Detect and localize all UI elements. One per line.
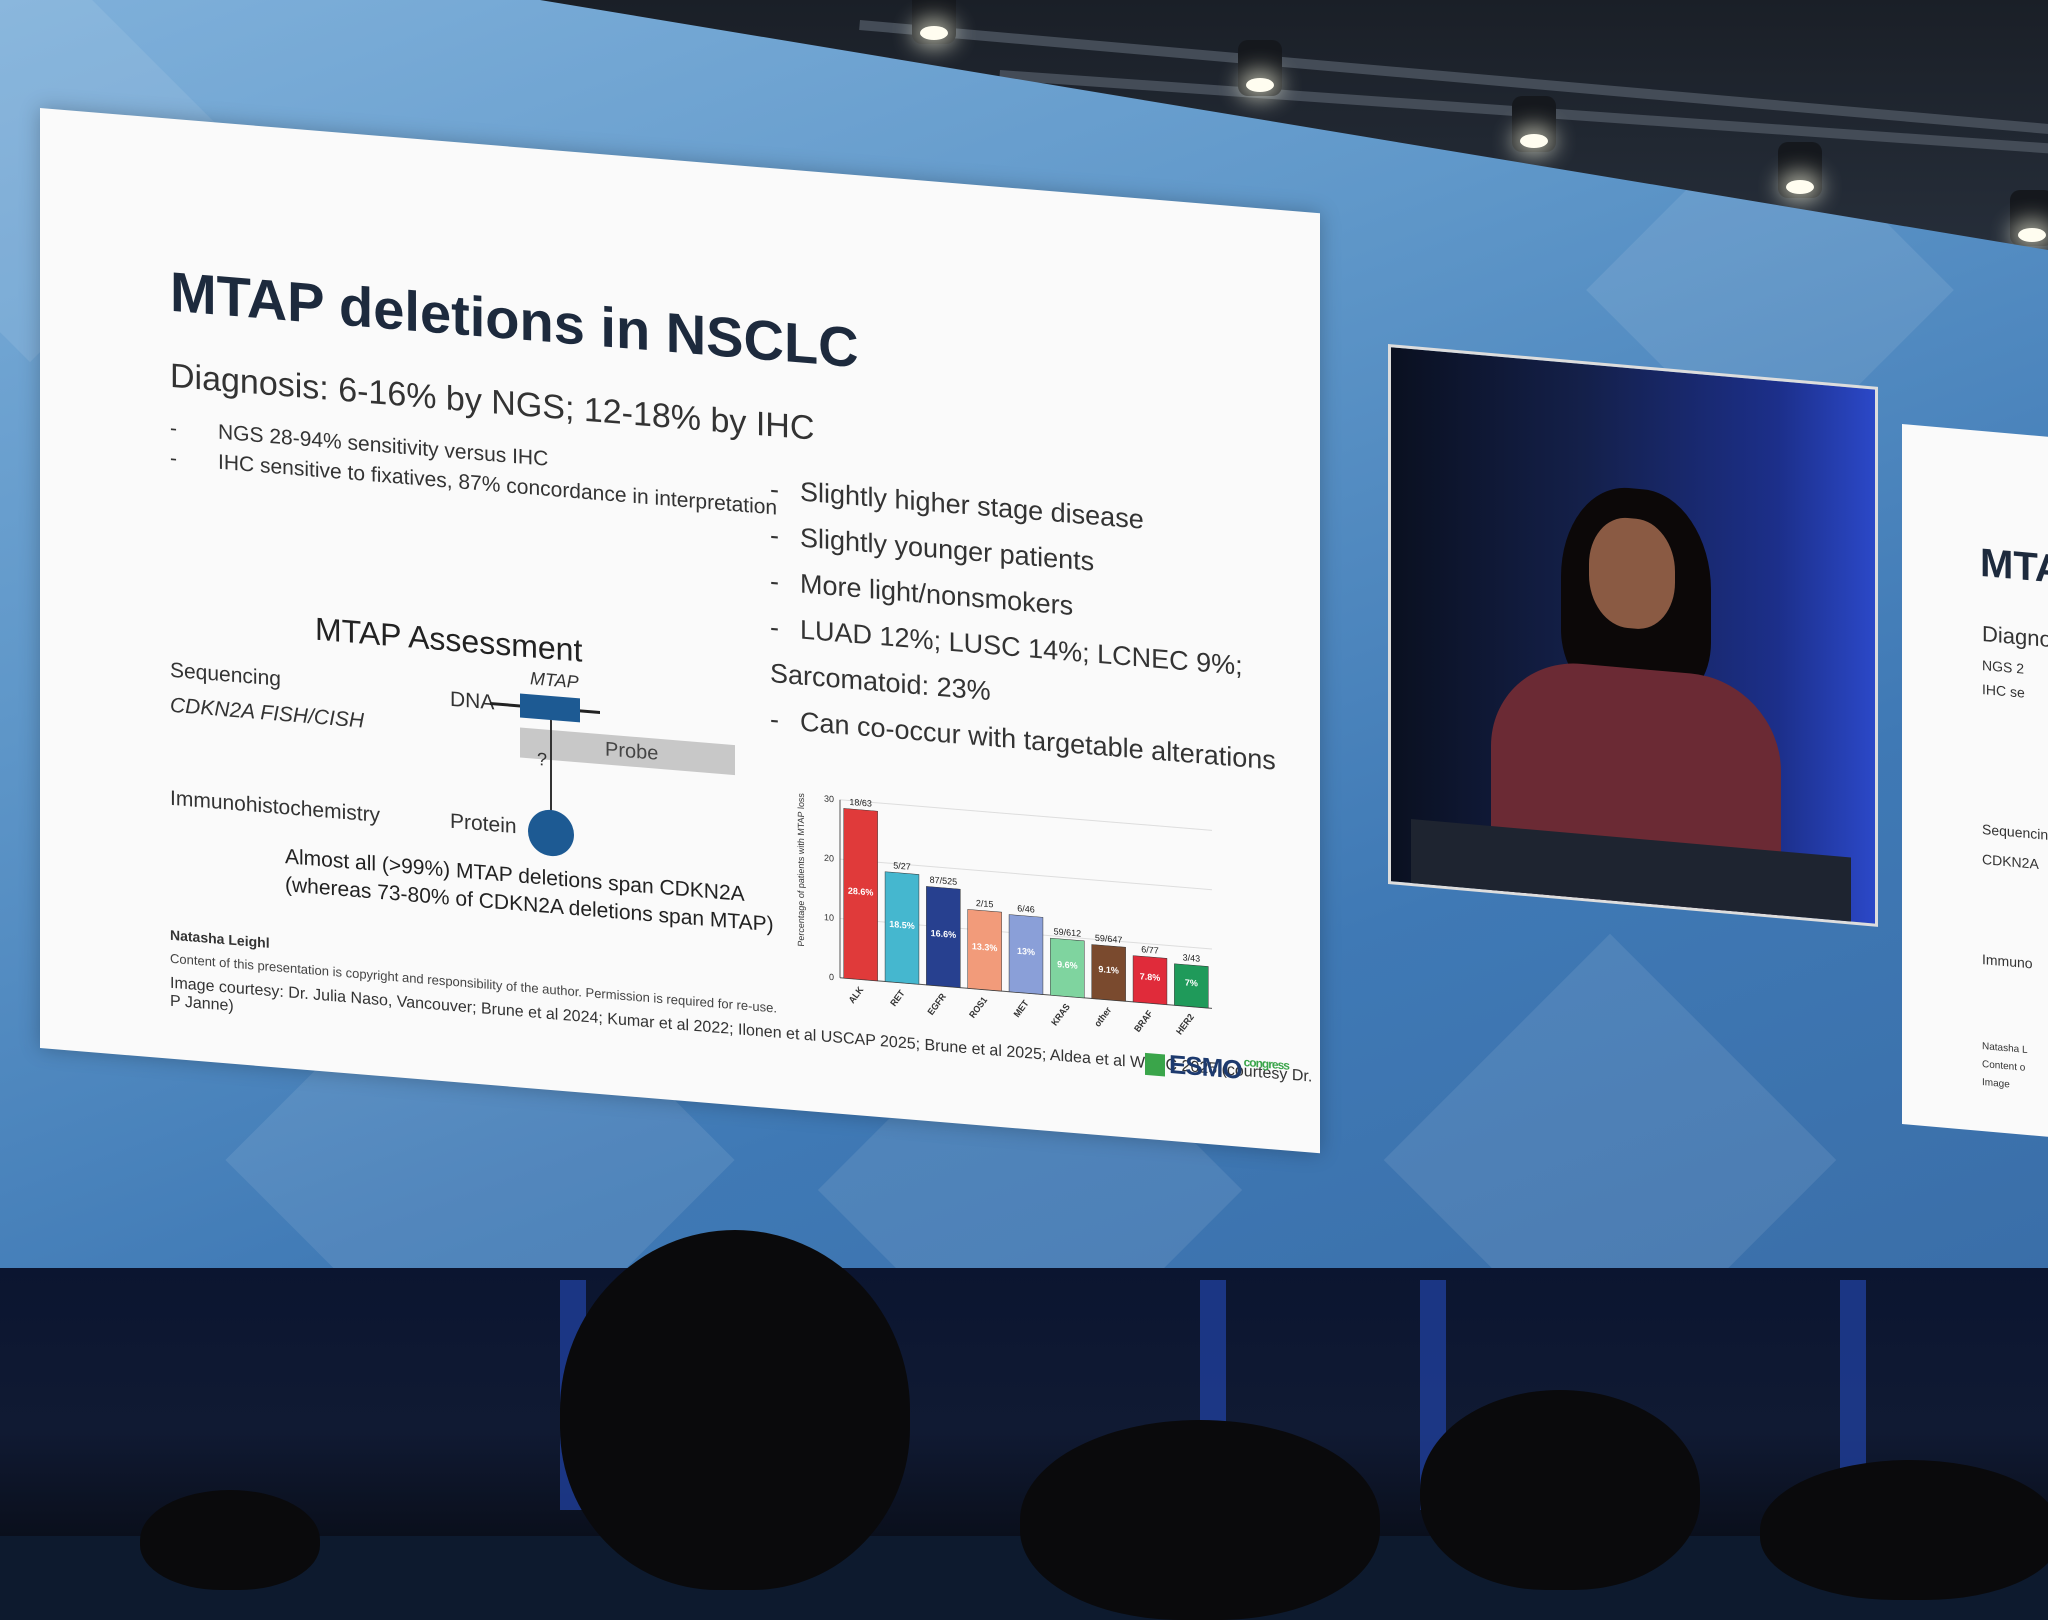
bar-her2 xyxy=(1174,963,1209,1009)
spotlight xyxy=(912,0,956,44)
assessment-heading: MTAP Assessment xyxy=(315,610,583,669)
spotlight xyxy=(1238,40,1282,96)
stage-floor xyxy=(0,1268,2048,1536)
expression-arrow xyxy=(550,719,552,813)
audience-head xyxy=(1420,1390,1700,1590)
bar-count-label: 2/15 xyxy=(976,898,994,909)
bar-value-label: 13.3% xyxy=(972,941,997,953)
secondary-slide: MTAP Diagnos NGS 2 IHC se Sequencin CDKN… xyxy=(1902,424,2048,1138)
bar-ret xyxy=(884,871,920,985)
secondary-slide-text: CDKN2A xyxy=(1982,850,2039,872)
x-tick-label: ROS1 xyxy=(967,995,989,1020)
x-tick-label: EGFR xyxy=(925,991,948,1017)
bar-egfr xyxy=(926,886,961,988)
bar-ros1 xyxy=(967,909,1002,992)
y-tick-label: 20 xyxy=(824,853,834,864)
bar-value-label: 16.6% xyxy=(931,928,956,940)
bar-value-label: 18.5% xyxy=(889,919,914,931)
bar-value-label: 9.1% xyxy=(1098,964,1118,976)
ihc-label: Immunohistochemistry xyxy=(170,786,381,827)
y-axis-label: Percentage of patients with MTAP loss xyxy=(796,792,806,947)
x-tick-label: HER2 xyxy=(1174,1012,1196,1037)
bar-count-label: 59/647 xyxy=(1095,933,1122,945)
author-name: Natasha Leighl xyxy=(170,926,270,951)
bar-count-label: 87/525 xyxy=(930,875,957,887)
x-tick-label: BRAF xyxy=(1132,1008,1155,1034)
bar-other xyxy=(1091,944,1126,1002)
probe-label: Probe xyxy=(605,738,659,765)
secondary-slide-text: Natasha L xyxy=(1982,1040,2028,1056)
secondary-slide-text: Image xyxy=(1982,1076,2010,1091)
y-tick-label: 30 xyxy=(824,793,834,804)
gridline xyxy=(840,858,1212,891)
span-note: Almost all (>99%) MTAP deletions span CD… xyxy=(285,845,774,937)
findings-list: - Slightly higher stage disease - Slightly… xyxy=(770,466,1320,787)
secondary-slide-text: Immuno xyxy=(1982,950,2033,972)
bar-value-label: 9.6% xyxy=(1057,959,1077,971)
mtap-gene-label: MTAP xyxy=(530,668,579,693)
secondary-slide-text: Sequencin xyxy=(1982,820,2048,843)
secondary-slide-text: IHC se xyxy=(1982,680,2025,701)
spotlight xyxy=(2010,190,2048,246)
x-tick-label: RET xyxy=(888,988,907,1009)
speaker-video-feed xyxy=(1388,344,1878,927)
audience-head xyxy=(1760,1460,2048,1600)
bar-alk xyxy=(843,808,878,982)
audience-head xyxy=(560,1230,910,1590)
x-tick-label: other xyxy=(1092,1005,1113,1029)
spotlight xyxy=(1512,96,1556,152)
secondary-slide-text: NGS 2 xyxy=(1982,656,2025,677)
dna-label: DNA xyxy=(450,687,495,715)
mtap-loss-bar-chart: Percentage of patients with MTAP loss 0 1… xyxy=(796,792,1212,1037)
bar-value-label: 7% xyxy=(1185,977,1198,988)
audience-head xyxy=(1020,1420,1380,1620)
slide-title: MTAP deletions in NSCLC xyxy=(170,259,859,380)
gridline xyxy=(840,799,1212,831)
x-tick-label: ALK xyxy=(847,984,866,1005)
secondary-slide-text: Diagnos xyxy=(1982,620,2048,654)
presentation-slide: MTAP deletions in NSCLC Diagnosis: 6-16%… xyxy=(40,108,1320,1154)
bar-value-label: 13% xyxy=(1017,946,1035,957)
bar-braf xyxy=(1132,955,1168,1005)
bar-value-label: 28.6% xyxy=(848,886,873,898)
bar-met xyxy=(1008,914,1044,995)
secondary-slide-title: MTAP xyxy=(1980,540,2048,595)
secondary-slide-text: Content o xyxy=(1982,1058,2026,1074)
x-tick-label: KRAS xyxy=(1049,1002,1072,1028)
mtap-gene-box xyxy=(520,693,580,723)
spotlight xyxy=(1778,142,1822,198)
x-tick-label: MET xyxy=(1012,998,1031,1019)
bar-count-label: 6/46 xyxy=(1017,903,1035,914)
bar-count-label: 6/77 xyxy=(1141,944,1159,955)
bar-count-label: 5/27 xyxy=(893,860,911,871)
fish-label: CDKN2A FISH/CISH xyxy=(170,693,365,733)
bar-count-label: 18/63 xyxy=(849,797,871,809)
audience-head xyxy=(140,1490,320,1590)
question-mark: ? xyxy=(537,748,548,770)
sequencing-label: Sequencing xyxy=(170,658,281,691)
protein-label: Protein xyxy=(450,809,517,839)
y-tick-label: 0 xyxy=(829,972,834,982)
bar-count-label: 59/612 xyxy=(1054,926,1081,938)
y-tick-label: 10 xyxy=(824,912,834,923)
bar-count-label: 3/43 xyxy=(1183,952,1201,963)
bar-kras xyxy=(1050,937,1085,999)
bar-value-label: 7.8% xyxy=(1140,971,1160,983)
protein-circle xyxy=(528,808,574,858)
